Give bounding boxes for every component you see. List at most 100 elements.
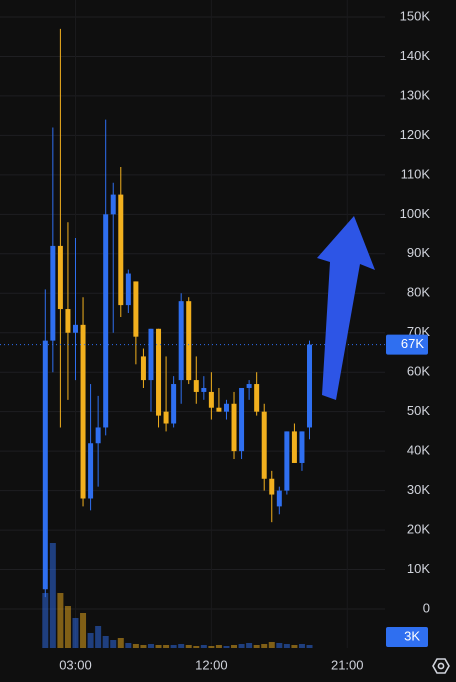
volume-bar — [253, 645, 260, 648]
candle-body — [178, 301, 184, 381]
y-tick-label: 140K — [400, 48, 431, 63]
y-tick-label: 0 — [423, 600, 430, 615]
candle-body — [140, 356, 146, 381]
volume-bar — [238, 644, 245, 648]
candle-body — [88, 443, 94, 499]
volume-bar — [170, 645, 177, 648]
candle-body — [118, 194, 124, 306]
volume-bar — [298, 644, 305, 648]
volume-bar — [178, 644, 185, 648]
candle-body — [80, 324, 86, 499]
volume-bar — [200, 645, 207, 648]
volume-bar — [268, 642, 275, 648]
volume-bar — [80, 613, 87, 648]
last-volume-box — [386, 627, 428, 647]
volume-bar — [185, 645, 192, 648]
volume-bar — [155, 645, 162, 648]
volume-bar — [306, 645, 313, 648]
candle-body — [42, 340, 48, 590]
settings-hex — [432, 658, 450, 674]
arrow — [317, 216, 375, 400]
volume-bar — [283, 644, 290, 648]
x-tick-label: 21:00 — [331, 657, 364, 672]
y-tick-label: 90K — [407, 245, 430, 260]
candle-body — [261, 411, 267, 479]
candle-body — [125, 273, 131, 306]
volume-bar — [261, 644, 268, 648]
candle-body — [193, 380, 199, 392]
y-tick-label: 60K — [407, 364, 430, 379]
volume-bar — [64, 606, 71, 648]
y-tick-label: 10K — [407, 561, 430, 576]
y-tick-label: 30K — [407, 482, 430, 497]
candle-body — [65, 309, 71, 333]
y-tick-label: 150K — [400, 8, 431, 23]
candle-body — [148, 328, 154, 381]
settings-dot — [437, 662, 445, 670]
candle-body — [299, 431, 305, 463]
volume-bar — [291, 645, 298, 648]
volume-bar — [215, 645, 222, 648]
candle-body — [156, 328, 162, 416]
y-tick-label: 80K — [407, 285, 430, 300]
volume-bar — [163, 645, 170, 648]
candle-body — [110, 194, 116, 215]
y-tick-label: 130K — [400, 87, 431, 102]
candle-body — [208, 391, 214, 408]
plot: 010K20K30K40K50K60K70K80K90K100K110K120K… — [0, 0, 430, 672]
volume-bar — [140, 645, 147, 648]
y-tick-label: 50K — [407, 403, 430, 418]
volume-bar — [276, 643, 283, 648]
candle-body — [254, 384, 260, 412]
candle-body — [57, 245, 63, 310]
volume-bar — [102, 636, 109, 648]
candle-body — [163, 411, 169, 424]
candle-body — [246, 384, 252, 388]
volume-bar — [147, 644, 154, 648]
candle-body — [239, 387, 245, 452]
volume-bar — [57, 593, 64, 648]
last-price-box — [386, 334, 428, 355]
volume-bar — [117, 638, 124, 648]
x-tick-label: 03:00 — [59, 657, 92, 672]
last-volume-label: 3K — [404, 628, 420, 643]
y-tick-label: 120K — [400, 127, 431, 142]
candle-body — [133, 281, 139, 337]
volume-bar — [246, 643, 253, 648]
candle-body — [171, 384, 177, 424]
candle-body — [103, 214, 109, 428]
candle-body — [284, 431, 290, 491]
candle-body — [307, 344, 313, 428]
candle-body — [269, 478, 275, 495]
candle-body — [201, 387, 207, 392]
candle-body — [216, 407, 222, 412]
candle-body — [291, 431, 297, 463]
volume-bar — [42, 593, 49, 648]
candle-body — [186, 301, 192, 381]
candle-body — [223, 403, 229, 412]
volume-bar — [231, 645, 238, 648]
volume-bar — [72, 618, 79, 648]
volume-bar — [132, 644, 139, 648]
candle-body — [50, 245, 56, 341]
volume-bar — [193, 646, 200, 648]
y-tick-label: 40K — [407, 443, 430, 458]
y-tick-label: 20K — [407, 522, 430, 537]
volume-bar — [110, 640, 117, 648]
settings-icon[interactable] — [432, 658, 450, 674]
last-price-label: 67K — [401, 336, 424, 351]
volume-bar — [125, 643, 132, 648]
candle-body — [231, 403, 237, 452]
candle-body — [276, 490, 282, 507]
x-tick-label: 12:00 — [195, 657, 228, 672]
candle-body — [95, 427, 101, 444]
volume-bar — [95, 626, 102, 648]
y-tick-label: 110K — [401, 166, 431, 181]
candle-body — [72, 324, 78, 333]
volume-bar — [87, 633, 94, 648]
volume-bar — [49, 543, 56, 648]
volume-bar — [223, 646, 230, 648]
